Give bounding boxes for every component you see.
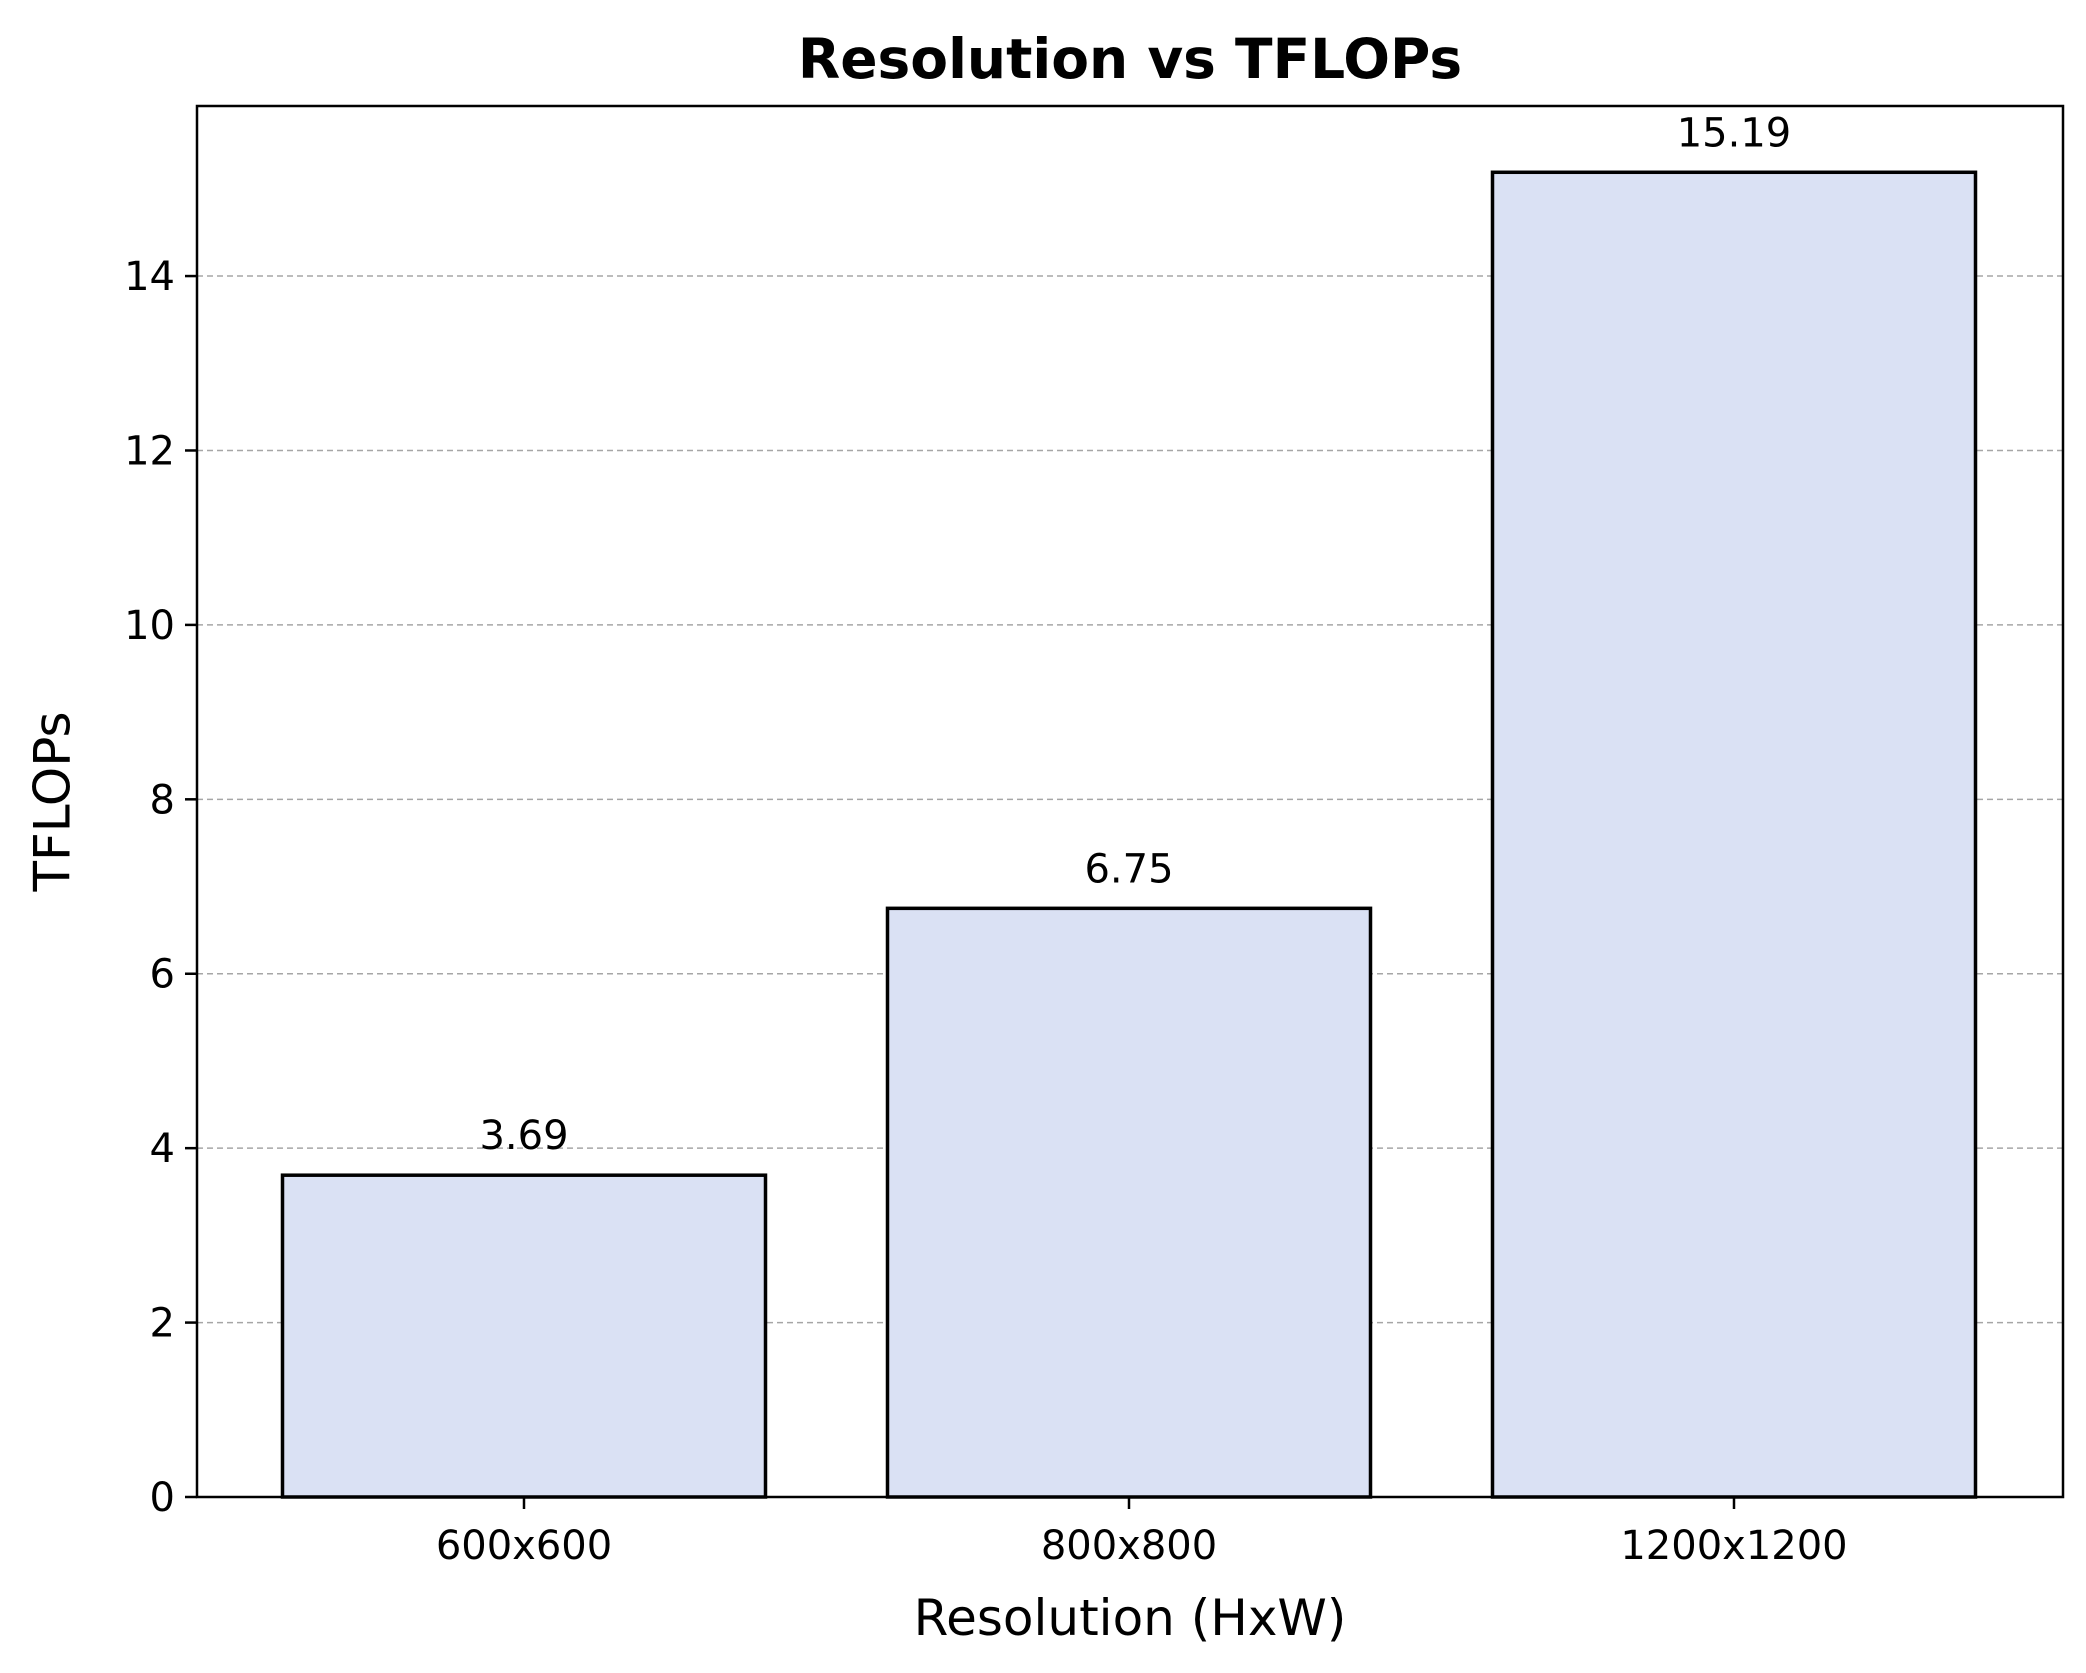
y-tick-label: 8 [150,777,175,823]
chart-title: Resolution vs TFLOPs [798,27,1462,91]
y-tick-label: 6 [150,952,175,998]
data-labels: 3.69 6.75 15.19 [479,110,1791,1159]
x-axis-ticks: 600x600 800x800 1200x1200 [436,1497,1848,1569]
y-tick-label: 2 [150,1301,175,1347]
y-axis-label: TFLOPs [24,711,82,892]
bars [280,170,1978,1499]
x-tick-label: 600x600 [436,1523,612,1569]
bar-600x600 [280,1173,768,1499]
bar-800x800 [885,906,1373,1499]
y-tick-label: 12 [124,428,175,474]
y-axis-ticks: 0 2 4 6 8 10 12 14 [124,254,197,1521]
data-label: 15.19 [1677,110,1792,156]
data-label: 6.75 [1084,846,1173,892]
y-tick-label: 4 [150,1126,175,1172]
bar-1200x1200 [1490,170,1978,1499]
x-tick-label: 1200x1200 [1620,1523,1847,1569]
y-tick-label: 14 [124,254,175,300]
y-tick-label: 0 [150,1475,175,1521]
y-tick-label: 10 [124,603,175,649]
x-axis-label: Resolution (HxW) [914,1589,1347,1647]
x-tick-label: 800x800 [1041,1523,1217,1569]
data-label: 3.69 [479,1113,568,1159]
